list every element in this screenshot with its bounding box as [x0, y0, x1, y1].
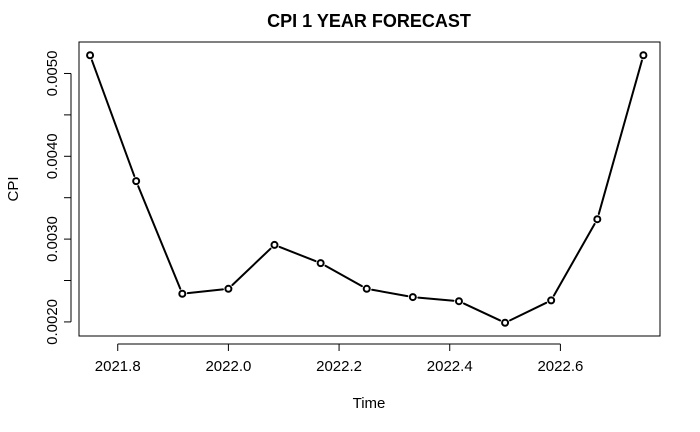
y-tick-label: 0.0040: [44, 133, 61, 179]
x-tick-label: 2022.6: [537, 358, 583, 375]
data-point: [547, 296, 556, 305]
series-line-segment: [462, 302, 502, 322]
x-axis-label: Time: [353, 395, 386, 412]
x-tick-label: 2022.2: [316, 358, 362, 375]
data-point: [178, 289, 187, 298]
series-line-segment: [371, 288, 409, 298]
y-axis: 0.0020 0.0030 0.0040 0.0050: [44, 51, 72, 345]
x-tick-label: 2021.8: [95, 358, 141, 375]
data-point: [454, 297, 463, 306]
series-line-segment: [509, 301, 548, 322]
series-cpi: [86, 51, 648, 327]
series-line-segment: [278, 245, 317, 263]
y-axis-label: CPI: [5, 176, 22, 201]
series-line-segment: [324, 264, 363, 288]
series-line-segment: [552, 223, 596, 297]
series-line-segment: [417, 296, 455, 302]
data-point: [224, 284, 233, 293]
y-tick-label: 0.0020: [44, 299, 61, 345]
data-point: [593, 215, 602, 224]
chart-title: CPI 1 YEAR FORECAST: [267, 11, 471, 31]
data-point: [316, 259, 325, 268]
data-point: [362, 284, 371, 293]
series-line-segment: [137, 185, 182, 290]
series-line-segment: [597, 59, 643, 215]
data-point: [501, 318, 510, 327]
series-line-segment: [90, 59, 136, 177]
x-tick-label: 2022.4: [427, 358, 473, 375]
data-point: [270, 240, 279, 249]
data-point: [408, 293, 417, 302]
x-tick-label: 2022.0: [205, 358, 251, 375]
data-point: [639, 51, 648, 60]
y-tick-label: 0.0030: [44, 216, 61, 262]
data-point: [132, 177, 141, 186]
data-point: [86, 51, 95, 60]
series-line-segment: [231, 247, 272, 287]
plot-frame: [78, 41, 661, 337]
x-axis: 2021.8 2022.0 2022.2 2022.4 2022.6: [95, 343, 583, 375]
series-line-segment: [186, 288, 224, 295]
y-tick-label: 0.0050: [44, 51, 61, 97]
